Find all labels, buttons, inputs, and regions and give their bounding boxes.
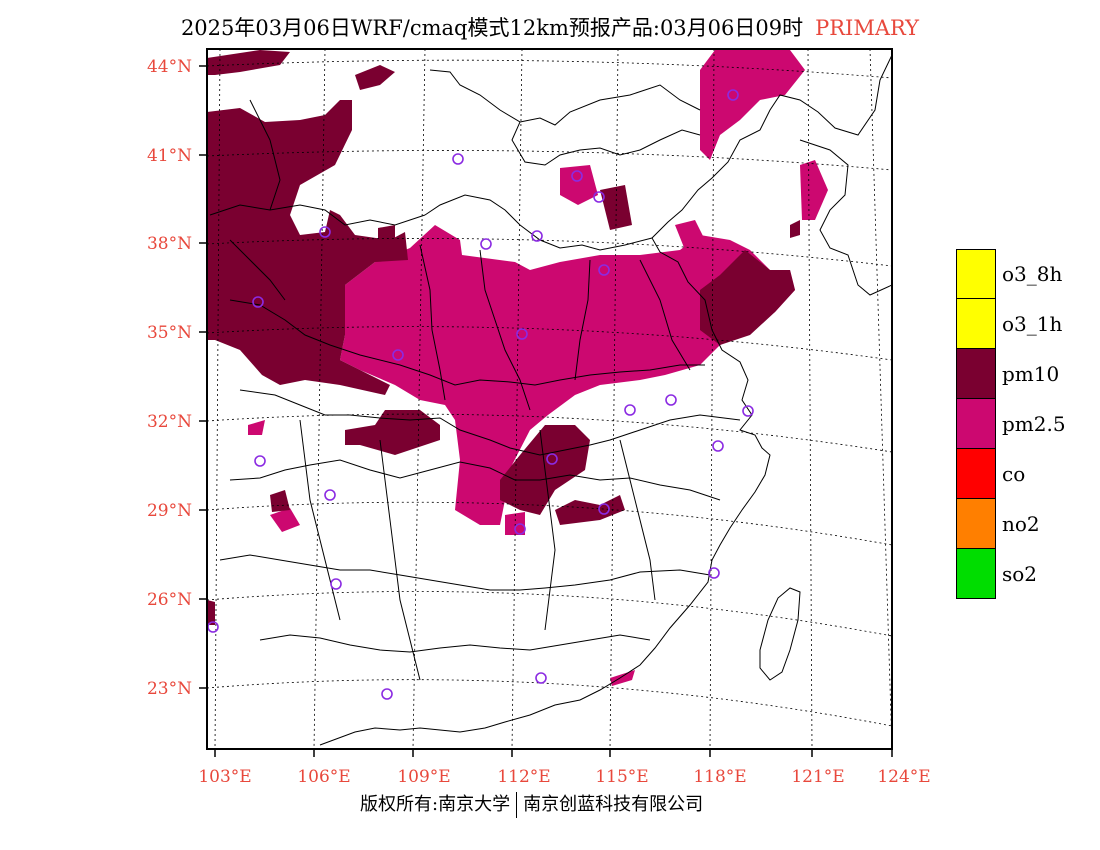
- lat-label-44: 44°N: [147, 57, 192, 77]
- station-marker: [598, 503, 610, 515]
- station-marker: [712, 440, 724, 452]
- lon-label-103: 103°E: [198, 767, 251, 787]
- legend-swatch: [956, 299, 996, 349]
- tick-marks: [199, 65, 893, 757]
- station-marker: [480, 238, 492, 250]
- legend-label: so2: [1002, 562, 1038, 586]
- lat-label-29: 29°N: [147, 501, 192, 521]
- station-marker: [516, 328, 528, 340]
- lat-label-38: 38°N: [147, 234, 192, 254]
- lon-label-118: 118°E: [693, 767, 746, 787]
- station-marker: [598, 264, 610, 276]
- station-marker: [742, 405, 754, 417]
- station-marker: [514, 523, 526, 535]
- station-marker: [330, 578, 342, 590]
- lat-label-35: 35°N: [147, 323, 192, 343]
- station-marker: [254, 455, 266, 467]
- graticule: [207, 49, 892, 749]
- map-title: 2025年03月06日WRF/cmaq模式12km预报产品:03月06日09时 P…: [0, 12, 1100, 42]
- station-marker: [708, 567, 720, 579]
- lon-label-121: 121°E: [791, 767, 844, 787]
- legend-swatch: [956, 549, 996, 599]
- latitude-labels: 44°N 41°N 38°N 35°N 32°N 29°N 26°N 23°N: [147, 57, 192, 699]
- station-marker: [531, 230, 543, 242]
- station-marker: [546, 453, 558, 465]
- legend-swatch: [956, 449, 996, 499]
- pm25-region: [248, 50, 828, 686]
- station-marker: [324, 489, 336, 501]
- station-marker: [381, 688, 393, 700]
- lon-label-112: 112°E: [497, 767, 550, 787]
- legend-label: co: [1002, 462, 1026, 486]
- station-marker: [392, 349, 404, 361]
- copyright-right: 南京创蓝科技有限公司: [523, 794, 704, 815]
- station-marker: [665, 394, 677, 406]
- station-marker: [535, 672, 547, 684]
- copyright-line: 版权所有:南京大学 南京创蓝科技有限公司: [360, 790, 703, 818]
- pm10-region: [207, 50, 800, 625]
- lat-label-41: 41°N: [147, 146, 192, 166]
- lat-label-26: 26°N: [147, 590, 192, 610]
- lat-label-32: 32°N: [147, 412, 192, 432]
- lon-label-106: 106°E: [297, 767, 350, 787]
- station-marker: [624, 404, 636, 416]
- station-marker: [319, 226, 331, 238]
- map-frame: [206, 48, 893, 750]
- legend-label: pm10: [1002, 362, 1060, 386]
- title-tag: PRIMARY: [815, 16, 920, 40]
- copyright-separator: [516, 792, 518, 818]
- station-marker: [452, 153, 464, 165]
- copyright-left: 版权所有:南京大学: [360, 794, 511, 815]
- lat-label-23: 23°N: [147, 679, 192, 699]
- longitude-labels: 103°E 106°E 109°E 112°E 115°E 118°E 121°…: [198, 767, 930, 787]
- legend-swatch: [956, 399, 996, 449]
- legend-label: no2: [1002, 512, 1040, 536]
- legend-label: o3_8h: [1002, 262, 1063, 286]
- legend-swatch: [956, 349, 996, 399]
- station-markers: [207, 89, 754, 700]
- legend-swatch: [956, 499, 996, 549]
- lon-label-115: 115°E: [595, 767, 648, 787]
- map-content: [207, 49, 892, 749]
- station-marker: [727, 89, 739, 101]
- lon-label-109: 109°E: [397, 767, 450, 787]
- legend-label: pm2.5: [1002, 412, 1066, 436]
- station-marker: [252, 296, 264, 308]
- legend-label: o3_1h: [1002, 312, 1063, 336]
- station-marker: [593, 191, 605, 203]
- station-marker: [571, 170, 583, 182]
- title-main: 2025年03月06日WRF/cmaq模式12km预报产品:03月06日09时: [180, 16, 804, 40]
- lon-label-124: 124°E: [877, 767, 930, 787]
- legend-swatch: [956, 249, 996, 299]
